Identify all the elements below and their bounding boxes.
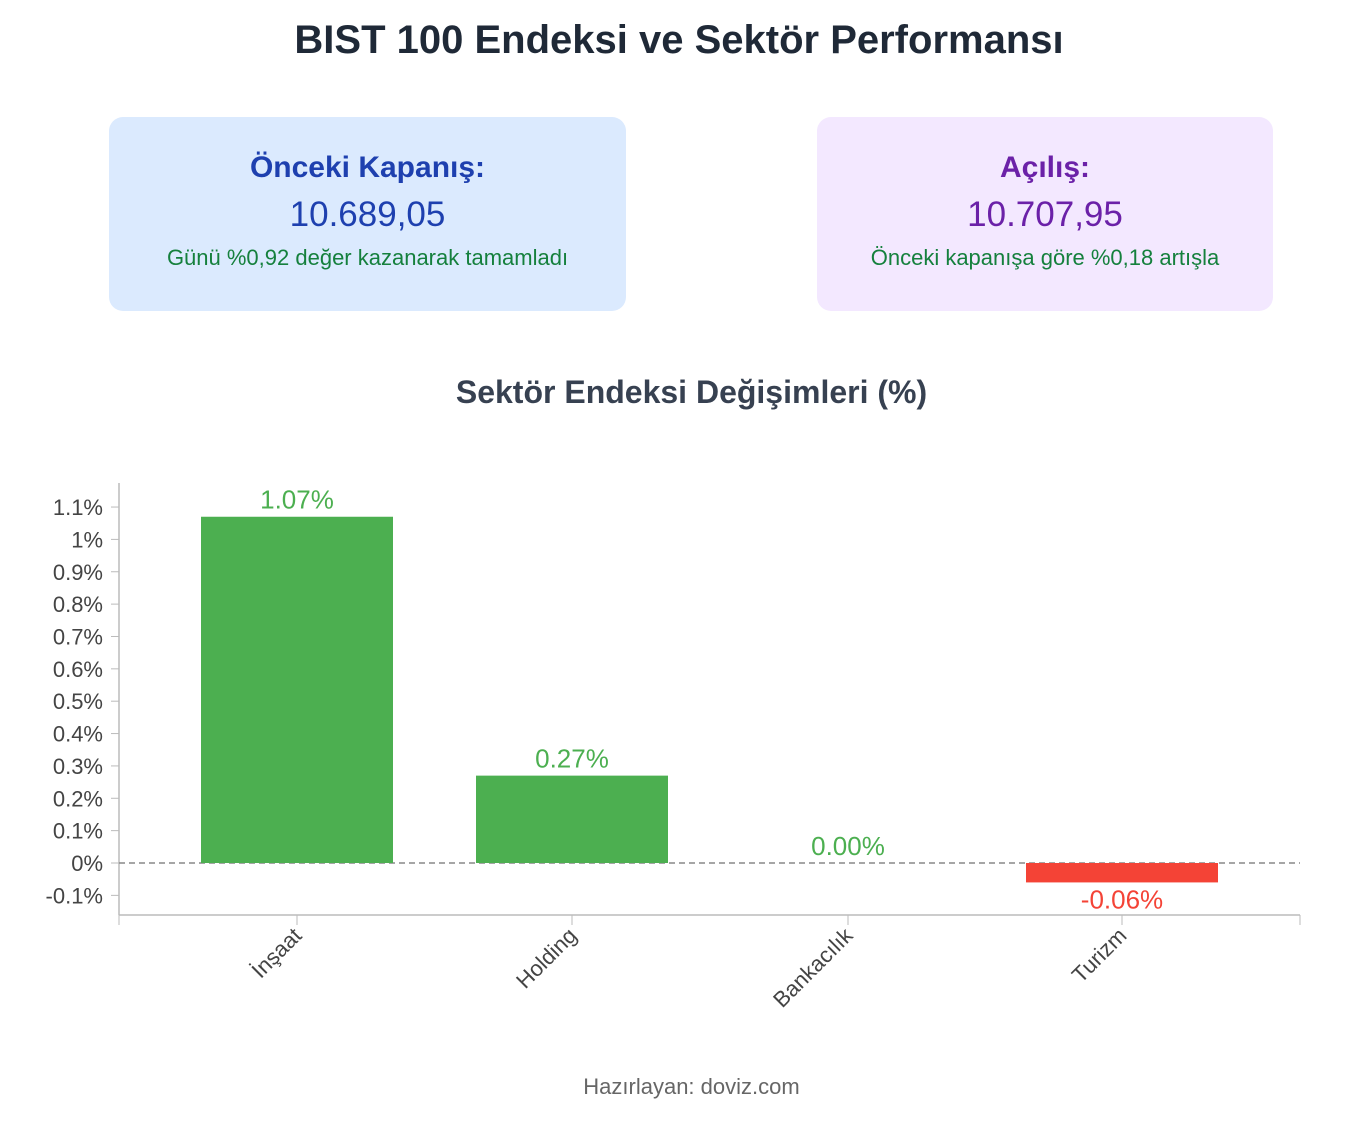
x-tick-label: Turizm [1067, 923, 1132, 988]
opening-value: 10.707,95 [967, 195, 1123, 234]
y-tick-label: 0.3% [53, 754, 103, 779]
data-label: 0.00% [811, 831, 885, 861]
chart-title: Sektör Endeksi Değişimleri (%) [455, 374, 928, 410]
y-tick-label: 1% [71, 527, 103, 552]
previous-close-label: Önceki Kapanış: [249, 151, 486, 184]
bar [1026, 863, 1218, 883]
y-tick-label: 0.5% [53, 689, 103, 714]
opening-label: Açılış: [999, 151, 1091, 184]
x-tick-label: Bankacılık [768, 922, 858, 1012]
y-tick-label: 0.9% [53, 560, 103, 585]
y-tick-label: 0.2% [53, 786, 103, 811]
data-label: 0.27% [535, 744, 609, 774]
y-tick-label: 0.1% [53, 819, 103, 844]
data-label: 1.07% [260, 485, 334, 515]
page-title: BIST 100 Endeksi ve Sektör Performansı [294, 18, 1064, 62]
data-label: -0.06% [1081, 884, 1163, 914]
y-tick-label: 0.8% [53, 592, 103, 617]
opening-note: Önceki kapanışa göre %0,18 artışla [870, 245, 1220, 270]
x-tick-label: Holding [511, 923, 581, 993]
y-tick-label: 0% [71, 851, 103, 876]
opening-card: Açılış: 10.707,95 Önceki kapanışa göre %… [817, 117, 1273, 311]
bar [201, 516, 393, 863]
y-tick-label: 0.4% [53, 722, 103, 747]
previous-close-value: 10.689,05 [289, 195, 446, 234]
y-tick-label: 0.6% [53, 657, 103, 682]
y-tick-label: 1.1% [53, 495, 103, 520]
x-tick-label: İnşaat [246, 923, 306, 983]
previous-close-note: Günü %0,92 değer kazanarak tamamladı [166, 245, 569, 270]
y-tick-label: 0.7% [53, 624, 103, 649]
previous-close-card: Önceki Kapanış: 10.689,05 Günü %0,92 değ… [109, 117, 626, 311]
footer-credit: Hazırlayan: doviz.com [583, 1074, 800, 1099]
bar [476, 775, 668, 863]
y-tick-label: -0.1% [46, 883, 103, 908]
